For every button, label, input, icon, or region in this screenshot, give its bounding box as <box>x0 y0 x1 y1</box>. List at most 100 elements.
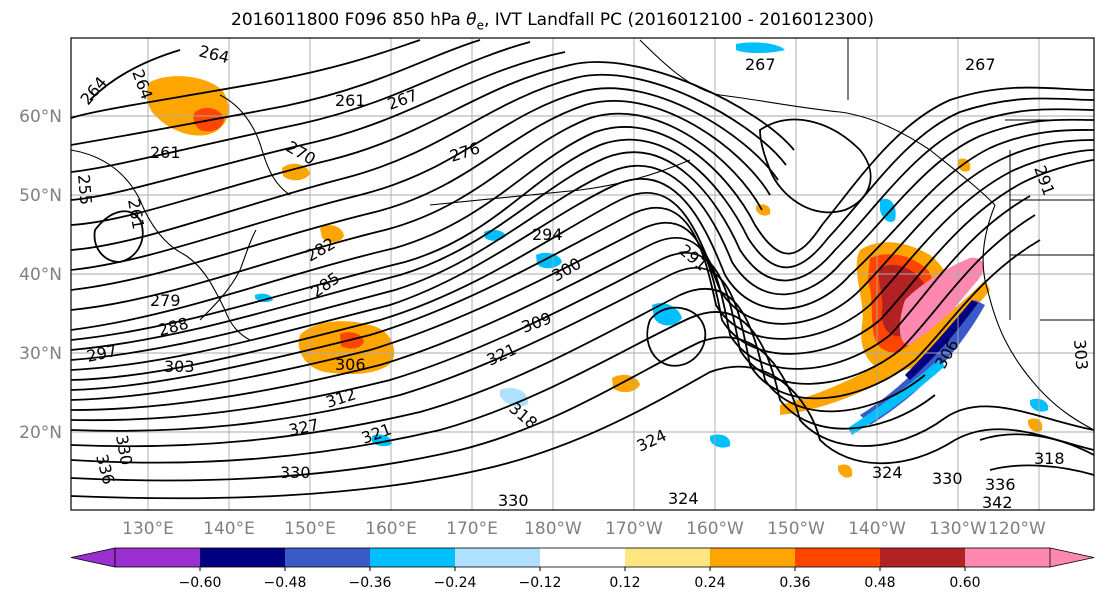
contour-label: 267 <box>965 55 996 74</box>
colorbar-segment <box>455 548 541 567</box>
contour-label: 324 <box>872 463 903 482</box>
shade-small-orange-2 <box>612 374 640 393</box>
contour-line <box>71 51 566 201</box>
coast-japan <box>199 229 257 321</box>
shade-blue-4 <box>736 42 785 53</box>
contour-line <box>71 336 1094 482</box>
shade-blue-3 <box>652 303 682 326</box>
colorbar: −0.60 −0.48 −0.36 −0.24 −0.12 0.12 0.24 0.36 0.4… <box>70 547 1095 591</box>
colorbar-frame <box>114 547 1051 568</box>
contour-line <box>71 100 771 291</box>
contour-label: 336 <box>985 475 1016 494</box>
contour-label: 330 <box>498 491 529 510</box>
shade-blue-9 <box>255 293 273 303</box>
colorbar-tick-label: −0.48 <box>264 575 307 591</box>
colorbar-segment <box>625 548 711 567</box>
lat-labels: 60°N 50°N 40°N 30°N 20°N <box>19 107 62 443</box>
contour-line <box>989 464 1094 476</box>
shade-small-orange-1 <box>282 163 310 181</box>
contour-line <box>71 86 1094 331</box>
contour-label: 279 <box>150 291 181 310</box>
colorbar-segment <box>795 548 881 567</box>
lon-label: 150°W <box>767 519 825 539</box>
lat-label: 50°N <box>19 186 62 206</box>
contour-line <box>759 118 872 214</box>
contour-line <box>71 159 1094 401</box>
lon-label: 140°E <box>203 519 255 539</box>
contour-line <box>71 239 1041 432</box>
contour-label: 261 <box>150 143 181 162</box>
coast-namerica <box>982 204 1094 431</box>
contour-label: 342 <box>982 493 1013 512</box>
contour-line <box>71 73 787 251</box>
contour-label: 303 <box>1070 339 1092 371</box>
colorbar-tick-label: −0.60 <box>179 575 222 591</box>
colorbar-segment <box>540 548 626 567</box>
contour-line <box>71 139 1094 381</box>
contour-line <box>71 108 1094 351</box>
colorbar-extend-high <box>1049 547 1095 568</box>
shade-blue-5 <box>880 198 896 222</box>
coast-aleutians <box>429 159 691 206</box>
graticule <box>71 38 1094 510</box>
colorbar-tick-label: 0.48 <box>864 575 895 591</box>
contour-line <box>93 210 144 263</box>
contour-line <box>71 118 1094 361</box>
contour-label: 306 <box>335 355 366 374</box>
contour-label: 294 <box>532 225 563 244</box>
colorbar-segment <box>115 548 201 567</box>
contour-line <box>71 39 421 119</box>
shade-blue-1 <box>536 252 562 269</box>
lat-label: 20°N <box>19 423 62 443</box>
contour-label: 261 <box>335 91 366 110</box>
colorbar-tick-label: 0.12 <box>609 575 640 591</box>
contour-line <box>71 97 1094 341</box>
colorbar-tick-label: −0.12 <box>519 575 562 591</box>
colorbar-segment <box>200 548 286 567</box>
colorbar-tick-label: 0.36 <box>779 575 810 591</box>
contour-label: 324 <box>668 489 699 508</box>
lon-label: 170°W <box>605 519 663 539</box>
contour-line <box>89 49 181 101</box>
lat-label: 60°N <box>19 107 62 127</box>
contour-line <box>71 129 1094 371</box>
contour-label: 330 <box>280 463 311 482</box>
lon-label: 120°W <box>988 519 1046 539</box>
contour-label: 255 <box>74 174 96 206</box>
title-theta: θ <box>466 10 477 30</box>
lat-label: 30°N <box>19 344 62 364</box>
lon-label: 140°W <box>848 519 906 539</box>
boundaries <box>847 38 1094 321</box>
contour-label: 267 <box>745 55 776 74</box>
contour-line <box>71 39 481 146</box>
contour-line <box>71 214 1036 422</box>
colorbar-tick-label: −0.36 <box>349 575 392 591</box>
title-suffix: , IVT Landfall PC (2016012100 - 20160123… <box>483 10 874 30</box>
title-theta-sub: e <box>476 18 484 33</box>
shade-orange-11 <box>838 464 853 478</box>
map-title: 2016011800 F096 850 hPa θe, IVT Landfall… <box>0 10 1105 32</box>
contour-line <box>71 41 531 173</box>
contour-label: 303 <box>164 357 195 376</box>
colorbar-segment <box>965 548 1051 567</box>
lat-label: 40°N <box>19 265 62 285</box>
lon-label: 130°W <box>929 519 987 539</box>
lon-label: 180°W <box>524 519 582 539</box>
colorbar-segment <box>285 548 371 567</box>
contour-label: 330 <box>932 469 963 488</box>
lon-labels: 130°E 140°E 150°E 160°E 170°E 180°W 170°… <box>122 519 1046 539</box>
colorbar-segment <box>710 548 796 567</box>
coastlines <box>71 39 1094 431</box>
theta-e-contours <box>71 39 1094 500</box>
contour-line <box>71 112 763 311</box>
contour-line <box>71 87 779 271</box>
shade-okhotsk-orange <box>320 225 344 243</box>
contour-line <box>979 433 1094 456</box>
contour-line <box>71 311 936 464</box>
contour-line <box>71 365 1094 500</box>
lon-label: 130°E <box>122 519 174 539</box>
lon-label: 150°E <box>284 519 336 539</box>
title-prefix: 2016011800 F096 850 hPa <box>231 10 467 30</box>
coast-asia <box>71 149 251 341</box>
lon-label: 160°E <box>365 519 417 539</box>
